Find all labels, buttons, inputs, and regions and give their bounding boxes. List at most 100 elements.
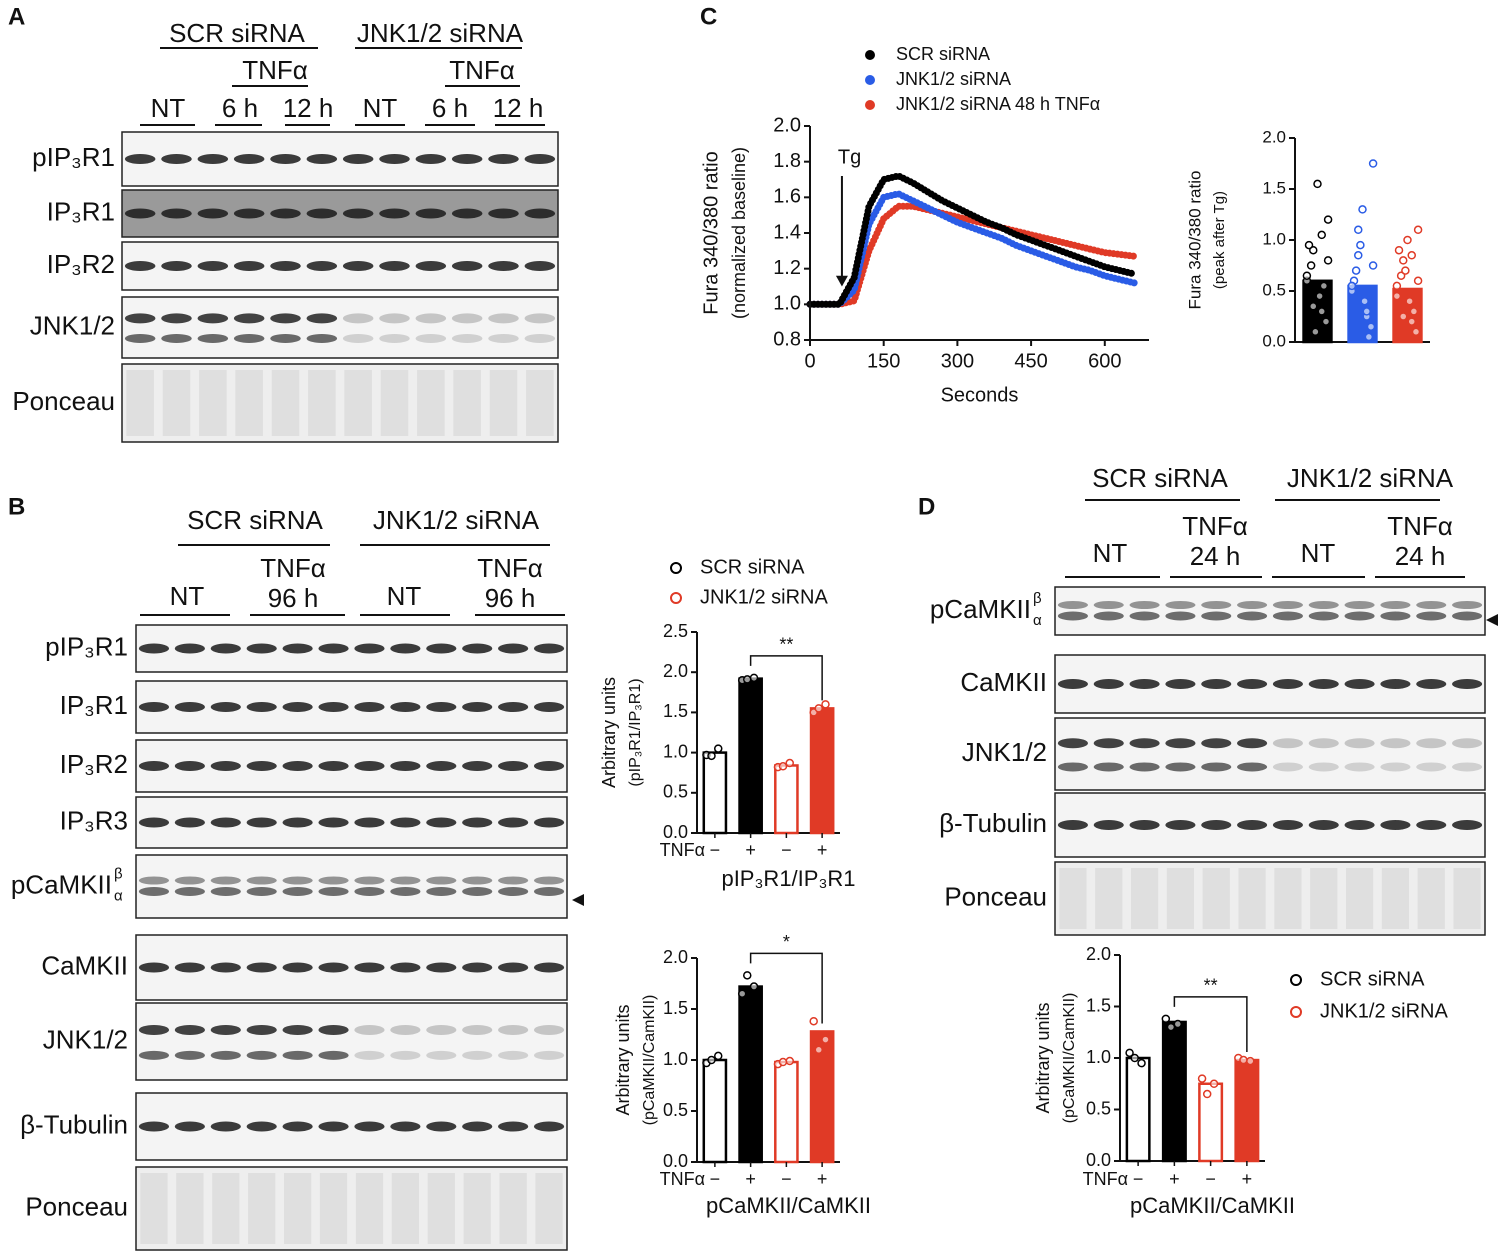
bar xyxy=(1234,1058,1260,1163)
annotation: Tg xyxy=(838,146,861,168)
y-tick-label: 0.0 xyxy=(663,822,688,842)
y-tick-label: 1.5 xyxy=(663,998,688,1018)
row-label-sub: α xyxy=(114,887,123,904)
ponceau-smear xyxy=(355,1173,384,1244)
y-tick-label: 1.0 xyxy=(663,1049,688,1069)
band xyxy=(390,643,421,654)
band xyxy=(1093,611,1124,621)
band xyxy=(210,817,241,828)
band xyxy=(379,333,410,343)
legend-marker xyxy=(670,592,682,604)
y-tick-label: 2.0 xyxy=(1086,944,1111,964)
data-point xyxy=(1323,215,1333,224)
band xyxy=(246,1050,277,1060)
data-point xyxy=(1130,1053,1139,1063)
ponceau-smear xyxy=(248,1173,276,1244)
data-point xyxy=(1197,1074,1207,1083)
significance-label: ** xyxy=(779,635,793,655)
data-point xyxy=(743,971,752,980)
data-point xyxy=(778,762,788,771)
y-axis-title: Arbitrary units xyxy=(1033,1002,1053,1113)
data-point xyxy=(814,704,824,713)
band xyxy=(488,261,519,271)
legend-marker xyxy=(865,75,875,85)
band xyxy=(1057,601,1088,609)
band xyxy=(1380,679,1411,689)
band xyxy=(1416,601,1447,609)
band xyxy=(318,643,349,654)
band xyxy=(1344,738,1375,749)
blot-strip xyxy=(135,680,568,734)
bar xyxy=(1347,284,1378,344)
ponceau-smear xyxy=(162,370,191,436)
row-label: β-Tubulin xyxy=(939,808,1047,838)
x-row-label: TNFα xyxy=(660,1169,705,1189)
x-axis-title: pIP₃R1/IP₃R1 xyxy=(721,866,855,891)
ponceau-smear xyxy=(1095,868,1123,929)
data-point xyxy=(1317,230,1326,240)
data-point xyxy=(821,1035,830,1044)
data-point xyxy=(713,1051,723,1061)
band xyxy=(282,876,313,885)
row-label: JNK1/2 xyxy=(43,1024,128,1054)
y-tick-label: 1.0 xyxy=(663,741,688,761)
band xyxy=(1308,611,1339,621)
legend-marker xyxy=(1290,1006,1302,1018)
band xyxy=(246,962,277,973)
data-point xyxy=(707,1055,716,1065)
band xyxy=(124,313,156,324)
band xyxy=(233,333,265,343)
band xyxy=(354,962,385,973)
band xyxy=(354,1121,385,1132)
band xyxy=(426,761,457,771)
band xyxy=(306,261,338,271)
lane-label: 6 h xyxy=(222,93,258,123)
y-axis-title: Arbitrary units xyxy=(613,1004,633,1115)
legend-label: SCR siRNA xyxy=(1320,968,1425,990)
band xyxy=(462,817,493,828)
band xyxy=(246,817,277,828)
data-point xyxy=(785,1056,794,1066)
band xyxy=(210,876,241,885)
band xyxy=(1201,762,1232,772)
ponceau-smear xyxy=(1417,868,1445,929)
data-point xyxy=(1246,1056,1255,1066)
data-point xyxy=(778,1057,788,1067)
bar xyxy=(702,1058,728,1164)
data-point xyxy=(1403,235,1412,245)
band xyxy=(533,1024,565,1035)
ponceau-smear xyxy=(271,370,300,436)
band xyxy=(1452,679,1483,689)
band xyxy=(138,876,170,885)
band xyxy=(233,313,265,324)
band xyxy=(138,1121,170,1132)
y-tick-label: 0.8 xyxy=(773,328,801,350)
band xyxy=(426,643,457,654)
band xyxy=(174,876,205,885)
band xyxy=(1165,611,1196,621)
band xyxy=(197,261,229,271)
band xyxy=(124,208,156,219)
band xyxy=(1165,601,1196,609)
ponceau-smear xyxy=(1130,868,1159,929)
bar xyxy=(809,707,835,835)
band xyxy=(498,1050,529,1060)
lane-label: TNFα xyxy=(1387,511,1453,541)
band xyxy=(282,887,313,896)
band xyxy=(1344,762,1375,772)
band xyxy=(161,208,192,219)
band xyxy=(246,887,277,896)
band xyxy=(426,1050,457,1060)
band xyxy=(1308,679,1339,689)
data-point xyxy=(1392,281,1402,291)
data-point xyxy=(1354,225,1363,235)
data-point xyxy=(1366,322,1376,331)
band xyxy=(1237,601,1268,609)
bar xyxy=(774,764,799,835)
treatment-label: TNFα xyxy=(242,55,308,85)
band xyxy=(533,876,565,885)
blot-strip xyxy=(1054,792,1486,858)
lane-label: 24 h xyxy=(1190,541,1241,571)
band xyxy=(426,887,457,896)
